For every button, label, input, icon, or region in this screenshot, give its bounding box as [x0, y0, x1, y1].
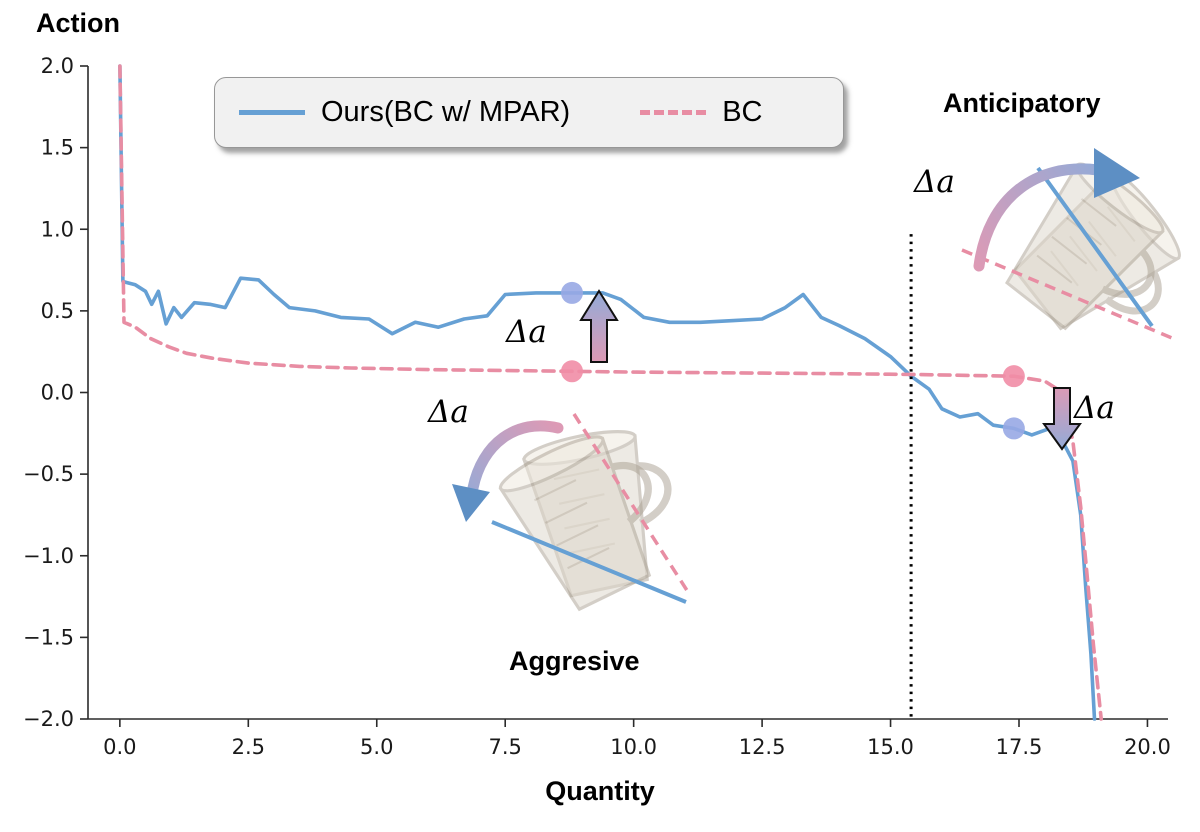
legend-item-ours: Ours(BC w/ MPAR): [239, 96, 570, 129]
x-tick-label: 2.5: [232, 735, 265, 759]
y-tick-label: 2.0: [41, 54, 74, 78]
marker-dot-bc: [1002, 365, 1025, 388]
aggressive-label: Aggresive: [509, 646, 640, 676]
y-tick-label: 1.5: [41, 136, 74, 160]
aggressive-cup-illustration: [498, 430, 672, 612]
x-tick-label: 7.5: [488, 735, 521, 759]
marker-dot-bc: [560, 360, 583, 383]
anticipatory-ours-pose-line: [1036, 166, 1154, 328]
anticipatory-bc-pose-line: [961, 248, 1173, 340]
x-tick-label: 20.0: [1124, 735, 1171, 759]
y-tick-label: −0.5: [23, 462, 74, 486]
x-axis-title: Quantity: [545, 776, 655, 806]
ours-line-sample: [239, 110, 305, 115]
anticipatory-rotation-arrow: [973, 163, 1104, 272]
x-tick-label: 15.0: [867, 735, 914, 759]
y-tick-label: 0.0: [41, 381, 74, 405]
anticipatory-label: Anticipatory: [943, 88, 1101, 118]
marker-dot-ours: [1002, 417, 1025, 440]
delta-a-label-right: Δa: [1074, 390, 1115, 426]
legend-item-bc: BC: [640, 96, 763, 129]
legend-label-bc: BC: [722, 96, 763, 128]
y-tick-label: −2.0: [23, 707, 74, 731]
delta-up-arrow: [579, 289, 619, 363]
aggressive-rotation-arrowhead: [452, 484, 490, 522]
x-tick-label: 10.0: [610, 735, 657, 759]
series-line-ours: [118, 64, 1097, 721]
anticipatory-rotation-arrowhead: [1094, 148, 1140, 198]
y-tick-label: 1.0: [41, 217, 74, 241]
annotation-graphics: [452, 148, 1181, 612]
y-tick-label: −1.5: [23, 625, 74, 649]
y-tick-label: −1.0: [23, 544, 74, 568]
marker-dots: [560, 281, 1025, 440]
bc-line-sample: [640, 110, 707, 115]
y-tick-label: 0.5: [41, 299, 74, 323]
delta-a-label-top-right: Δa: [914, 164, 955, 200]
anticipatory-cup-illustration: [1005, 162, 1181, 331]
x-tick-label: 17.5: [996, 735, 1043, 759]
x-tick-label: 5.0: [360, 735, 393, 759]
axes: 0.0 2.5 5.0 7.5 10.0 12.5 15.0 17.5 20.0 −2.0 −1.5…: [23, 54, 1171, 759]
y-axis-title: Action: [36, 8, 120, 38]
delta-a-label-mid: Δa: [506, 314, 547, 350]
legend-label-ours: Ours(BC w/ MPAR): [321, 96, 571, 128]
delta-down-arrow: [1042, 387, 1082, 451]
marker-dot-ours: [560, 281, 583, 304]
aggressive-rotation-arrow: [467, 420, 564, 494]
x-tick-label: 12.5: [739, 735, 786, 759]
aggressive-ours-pose-line: [491, 520, 687, 604]
x-tick-label: 0.0: [103, 735, 136, 759]
legend: Ours(BC w/ MPAR) BC: [214, 77, 844, 148]
delta-a-label-bottom: Δa: [428, 394, 469, 430]
